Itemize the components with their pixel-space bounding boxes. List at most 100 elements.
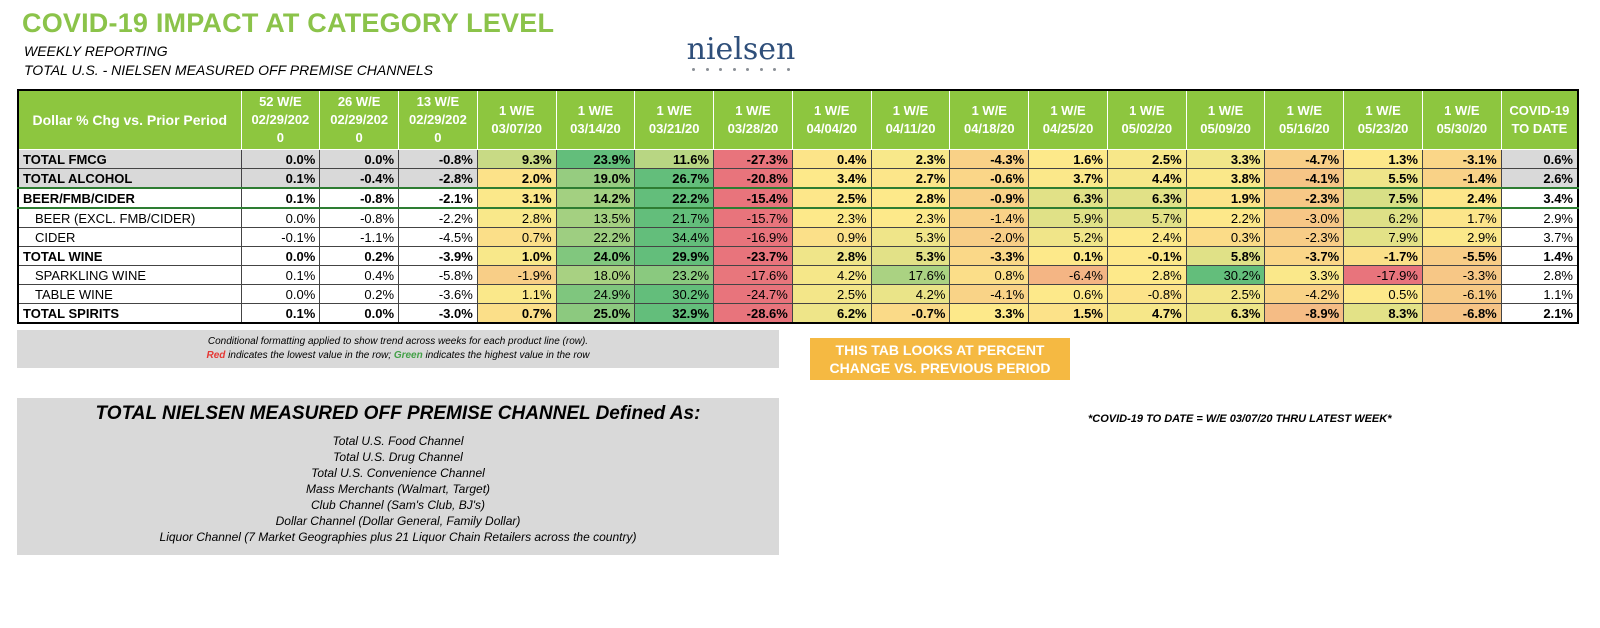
- column-header: 1 W/E 04/25/20: [1028, 89, 1108, 150]
- table-cell: 9.3%: [476, 149, 557, 169]
- table-cell: -2.3%: [1264, 187, 1345, 209]
- table-cell: 5.2%: [1028, 227, 1108, 247]
- table-cell: -20.8%: [713, 168, 793, 189]
- table-cell: 2.5%: [791, 284, 872, 304]
- table-cell: 2.3%: [870, 149, 951, 169]
- table-cell: 2.8%: [1500, 265, 1579, 285]
- column-header-line: 1 W/E: [1365, 103, 1401, 118]
- table-cell: 1.1%: [476, 284, 557, 304]
- column-header-line: 1 W/E: [498, 103, 535, 118]
- row-label: TOTAL ALCOHOL: [17, 168, 242, 189]
- table-cell: -3.0%: [398, 303, 478, 324]
- table-cell: 2.6%: [1500, 168, 1579, 189]
- column-header-line: 04/11/20: [885, 121, 936, 136]
- table-cell: -8.9%: [1264, 303, 1345, 324]
- table-cell: -17.9%: [1343, 265, 1423, 285]
- note-green-word: Green: [393, 350, 423, 361]
- column-header-line: 05/30/20: [1436, 121, 1488, 136]
- column-header-line: 0: [276, 130, 284, 145]
- logo-dots: [692, 68, 790, 71]
- table-cell: 0.1%: [240, 303, 321, 324]
- column-header-line: 02/29/202: [408, 112, 467, 127]
- table-cell: 2.8%: [476, 207, 557, 228]
- covid-to-date-footnote: *COVID-19 TO DATE = W/E 03/07/20 THRU LA…: [1088, 413, 1392, 425]
- table-cell: -3.6%: [398, 284, 478, 304]
- table-cell: 1.4%: [1500, 246, 1579, 266]
- table-cell: 4.2%: [791, 265, 872, 285]
- table-cell: 1.1%: [1500, 284, 1579, 304]
- column-header-line: 05/02/20: [1121, 121, 1173, 136]
- table-cell: 3.4%: [1500, 187, 1579, 209]
- table-cell: 24.0%: [555, 246, 636, 266]
- table-cell: -6.1%: [1421, 284, 1502, 304]
- table-cell: 0.0%: [240, 284, 321, 304]
- table-cell: -3.3%: [949, 246, 1030, 266]
- table-cell: -0.8%: [1106, 284, 1187, 304]
- definition-item: Liquor Channel (7 Market Geographies plu…: [159, 530, 637, 544]
- table-row: TOTAL FMCG 0.0% 0.0% -0.8% 9.3% 23.9% 11.6% -27…: [17, 149, 1579, 169]
- column-header-line: 05/09/20: [1200, 121, 1251, 136]
- column-header-line: 1 W/E: [814, 103, 850, 118]
- table-cell: -4.1%: [949, 284, 1030, 304]
- table-cell: 23.9%: [555, 149, 636, 169]
- table-cell: 0.1%: [240, 187, 321, 209]
- category-impact-table: Dollar % Chg vs. Prior Period 52 W/E 02/29…: [17, 89, 1579, 324]
- column-header: 52 W/E 02/29/202 0: [240, 89, 321, 150]
- table-cell: -3.9%: [398, 246, 478, 266]
- table-cell: -0.7%: [870, 303, 951, 324]
- table-cell: -17.6%: [713, 265, 793, 285]
- table-cell: 2.2%: [1185, 207, 1266, 228]
- table-cell: -4.7%: [1264, 149, 1345, 169]
- column-header-line: 1 W/E: [1286, 103, 1323, 118]
- note-line-2: Red indicates the lowest value in the ro…: [17, 349, 779, 363]
- table-cell: -0.8%: [319, 187, 400, 209]
- column-header-label: Dollar % Chg vs. Prior Period: [17, 89, 242, 150]
- row-label: BEER/FMB/CIDER: [17, 187, 242, 209]
- table-cell: 2.5%: [1185, 284, 1266, 304]
- column-header-line: 1 W/E: [892, 103, 929, 118]
- column-header-line: TO DATE: [1511, 121, 1568, 136]
- channel-definition-box: TOTAL NIELSEN MEASURED OFF PREMISE CHANN…: [17, 398, 779, 555]
- table-cell: 0.4%: [791, 149, 872, 169]
- table-cell: -4.2%: [1264, 284, 1345, 304]
- table-cell: 0.0%: [240, 149, 321, 169]
- row-label: TOTAL SPIRITS: [17, 303, 242, 324]
- table-cell: 1.0%: [476, 246, 557, 266]
- table-cell: 5.9%: [1028, 207, 1108, 228]
- column-header: 1 W/E 03/21/20: [634, 89, 715, 150]
- note-red-word: Red: [206, 350, 226, 361]
- table-cell: 30.2%: [1185, 265, 1266, 285]
- table-cell: 1.6%: [1028, 149, 1108, 169]
- table-cell: 5.8%: [1185, 246, 1266, 266]
- table-cell: -5.8%: [398, 265, 478, 285]
- column-header: 1 W/E 03/28/20: [713, 89, 793, 150]
- column-header-line: 04/18/20: [963, 121, 1015, 136]
- table-cell: 29.9%: [634, 246, 715, 266]
- table-cell: 6.2%: [1343, 207, 1423, 228]
- table-cell: 34.4%: [634, 227, 715, 247]
- table-cell: 0.5%: [1343, 284, 1423, 304]
- table-cell: -0.1%: [240, 227, 321, 247]
- table-cell: 30.2%: [634, 284, 715, 304]
- table-cell: -2.3%: [1264, 227, 1345, 247]
- definition-item: Club Channel (Sam's Club, BJ's): [311, 498, 485, 512]
- table-cell: 2.5%: [791, 187, 872, 209]
- column-header: 1 W/E 05/23/20: [1343, 89, 1423, 150]
- table-cell: -27.3%: [713, 149, 793, 169]
- column-header: 1 W/E 03/14/20: [555, 89, 636, 150]
- table-cell: 2.8%: [1106, 265, 1187, 285]
- column-header: 1 W/E 05/30/20: [1421, 89, 1502, 150]
- table-cell: -23.7%: [713, 246, 793, 266]
- table-row: TOTAL SPIRITS 0.1% 0.0% -3.0% 0.7% 25.0% 32.9%…: [17, 303, 1579, 324]
- table-cell: 0.9%: [791, 227, 872, 247]
- table-cell: -1.7%: [1343, 246, 1423, 266]
- column-header: 1 W/E 04/18/20: [949, 89, 1030, 150]
- table-cell: 7.5%: [1343, 187, 1423, 209]
- table-cell: 0.0%: [319, 149, 400, 169]
- column-header: 1 W/E 04/04/20: [791, 89, 872, 150]
- table-cell: 6.2%: [791, 303, 872, 324]
- table-cell: 25.0%: [555, 303, 636, 324]
- note-mid: indicates the lowest value in the row;: [225, 350, 394, 361]
- column-header-line: COVID-19: [1509, 103, 1570, 118]
- table-cell: 8.3%: [1343, 303, 1423, 324]
